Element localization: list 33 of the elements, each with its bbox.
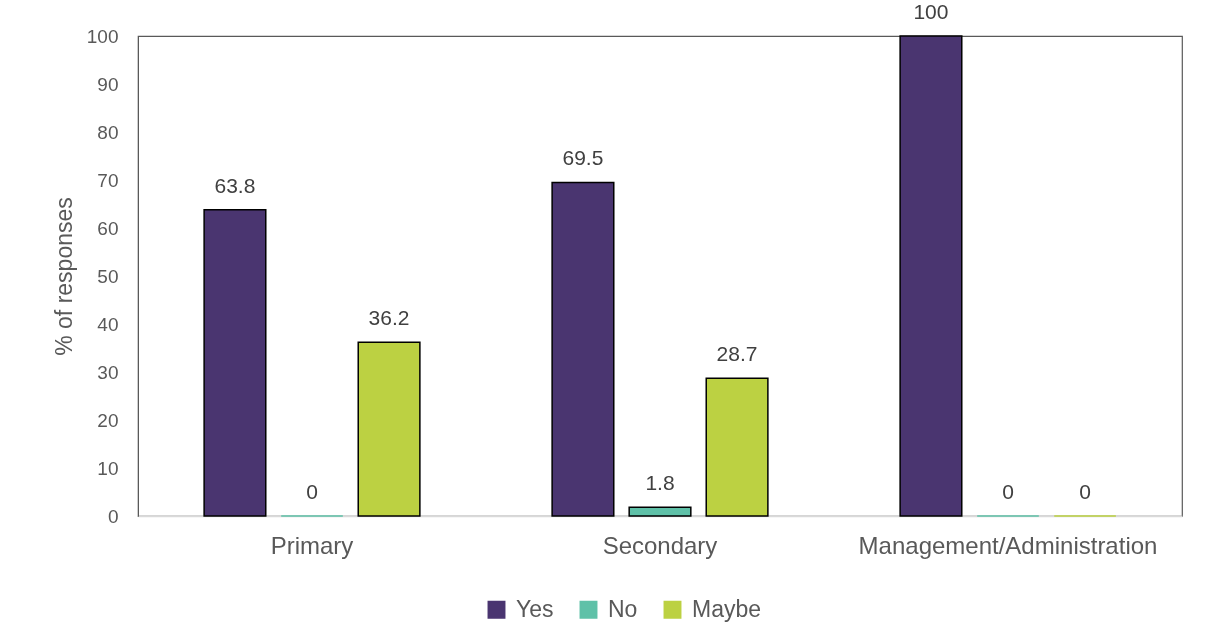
x-tick-label: Secondary	[602, 531, 718, 559]
bar	[899, 35, 963, 517]
x-tick-label: Primary	[270, 531, 354, 559]
y-tick-label: 60	[97, 217, 119, 239]
bar	[357, 341, 421, 517]
data-label: 0	[1002, 480, 1014, 503]
y-tick-label: 80	[97, 121, 119, 143]
y-tick-label: 20	[97, 409, 119, 431]
bar	[551, 181, 615, 517]
bar	[628, 506, 692, 517]
data-label: 1.8	[645, 471, 675, 495]
y-tick-label: 70	[97, 169, 119, 191]
y-axis-title: % of responses	[50, 197, 77, 356]
data-label: 0	[306, 480, 318, 503]
data-label: 36.2	[368, 306, 410, 330]
y-tick-label: 10	[97, 457, 119, 479]
y-tick-label: 90	[97, 73, 119, 95]
y-tick-label: 50	[97, 265, 119, 287]
y-tick-label: 100	[86, 25, 119, 47]
legend-label: Yes	[516, 595, 554, 622]
data-label: 69.5	[562, 146, 604, 170]
y-tick-label: 30	[97, 361, 119, 383]
bar	[705, 377, 769, 517]
data-label: 28.7	[716, 342, 758, 366]
data-label: 100	[913, 0, 949, 23]
x-tick-label: Management/Administration	[858, 531, 1158, 559]
legend-label: Maybe	[692, 595, 762, 622]
bar	[203, 209, 267, 517]
data-label: 63.8	[214, 173, 256, 197]
y-tick-label: 40	[97, 313, 119, 335]
data-label: 0	[1079, 480, 1091, 503]
y-tick-label: 0	[107, 505, 119, 527]
legend-label: No	[608, 595, 638, 622]
